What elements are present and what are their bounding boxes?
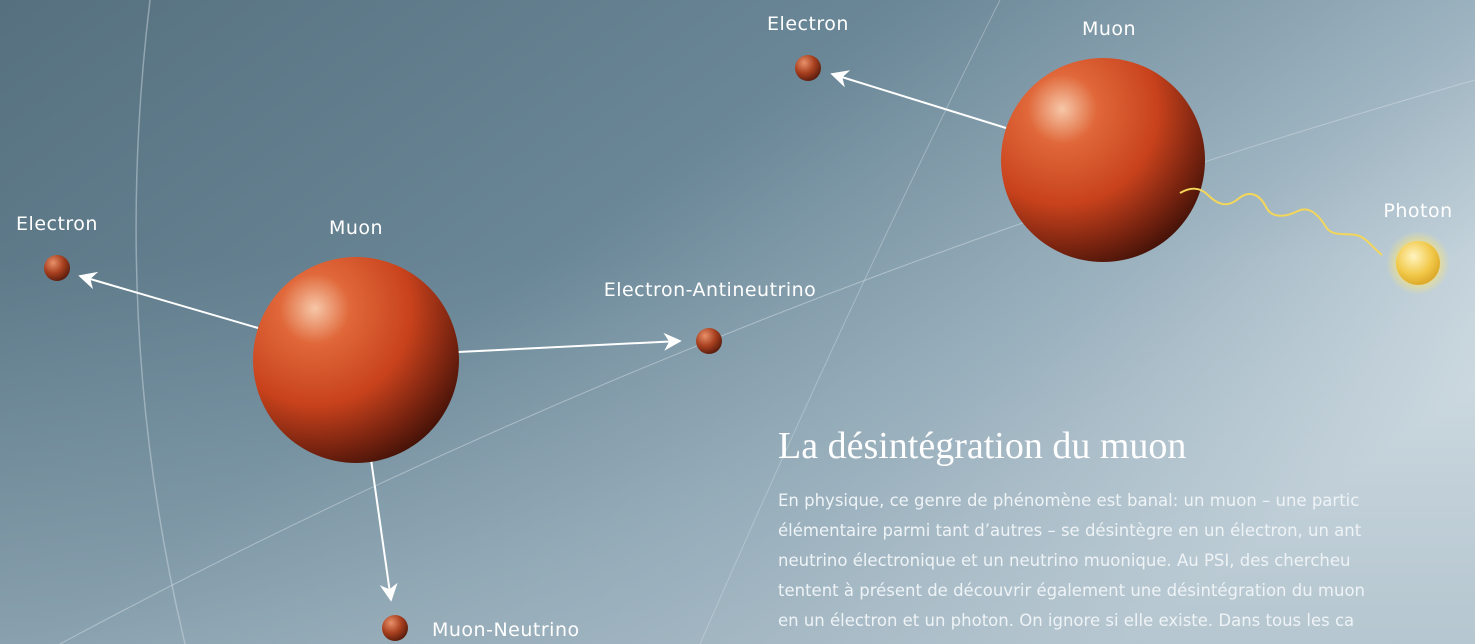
label: Muon	[1082, 18, 1136, 40]
label: Electron	[767, 13, 849, 35]
scene: Muon Electron Electron-Antineutrino Muon…	[0, 0, 1475, 644]
electron-sphere	[795, 55, 821, 81]
article-line: élémentaire parmi tant d’autres – se dés…	[778, 521, 1362, 540]
electron-sphere	[44, 255, 70, 281]
article-line: neutrino électronique et un neutrino muo…	[778, 551, 1350, 570]
label: Electron-Antineutrino	[604, 279, 817, 301]
muon-sphere	[1001, 58, 1205, 262]
article-line: en un électron et un photon. On ignore s…	[778, 611, 1354, 630]
label: Muon	[329, 217, 383, 239]
label: Photon	[1383, 200, 1452, 222]
article-line: tentent à présent de découvrir également…	[778, 581, 1365, 600]
neutrino-sphere	[382, 615, 408, 641]
article-line: En physique, ce genre de phénomène est b…	[778, 491, 1359, 510]
background-shade	[0, 0, 1475, 644]
article-title: La désintégration du muon	[778, 425, 1186, 467]
label: Electron	[16, 213, 98, 235]
muon-sphere	[253, 257, 459, 463]
antineutrino-sphere	[696, 328, 722, 354]
photon-sphere	[1396, 241, 1440, 285]
label: Muon-Neutrino	[432, 619, 580, 641]
